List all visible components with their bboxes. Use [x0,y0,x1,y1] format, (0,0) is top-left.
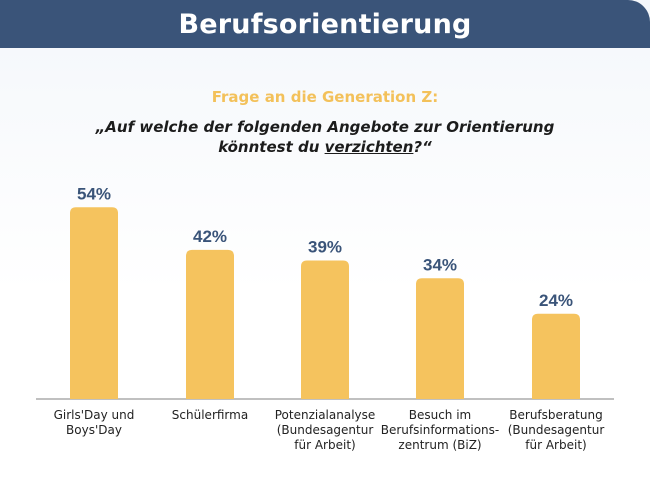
page-title: Berufsorientierung [178,8,472,40]
question-line-2-prefix: könntest du [218,138,325,156]
question-line-1: „Auf welche der folgenden Angebote zur O… [95,118,555,136]
bar-1 [70,207,118,399]
bar-4 [416,278,464,399]
category-label-2: Schülerfirma [172,408,248,422]
category-label-1: Girls'Day und Boys'Day [54,408,135,437]
question-line-2: könntest du verzichten?“ [0,137,650,157]
category-label-4: Besuch im Berufsinformations-zentrum (BiZ… [381,408,499,452]
question-line-2-suffix: ?“ [413,138,432,156]
bar-5 [532,313,580,399]
value-label-1: 54% [77,184,111,203]
value-label-3: 39% [308,238,342,257]
value-label-5: 24% [539,291,573,310]
survey-question: „Auf welche der folgenden Angebote zur O… [0,117,650,157]
question-emphasis: verzichten [324,138,414,156]
value-label-2: 42% [193,227,227,246]
bar-3 [301,260,349,399]
bar-2 [186,249,234,399]
category-label-3: Potenzialanalyse (Bundesagentur für Arbeit… [275,408,376,452]
category-label-5: Berufsberatung (Bundesagentur für Arbeit) [508,408,605,452]
survey-subtitle: Frage an die Generation Z: [211,88,439,106]
value-label-4: 34% [423,255,457,274]
header-bar: Berufsorientierung [0,0,650,48]
